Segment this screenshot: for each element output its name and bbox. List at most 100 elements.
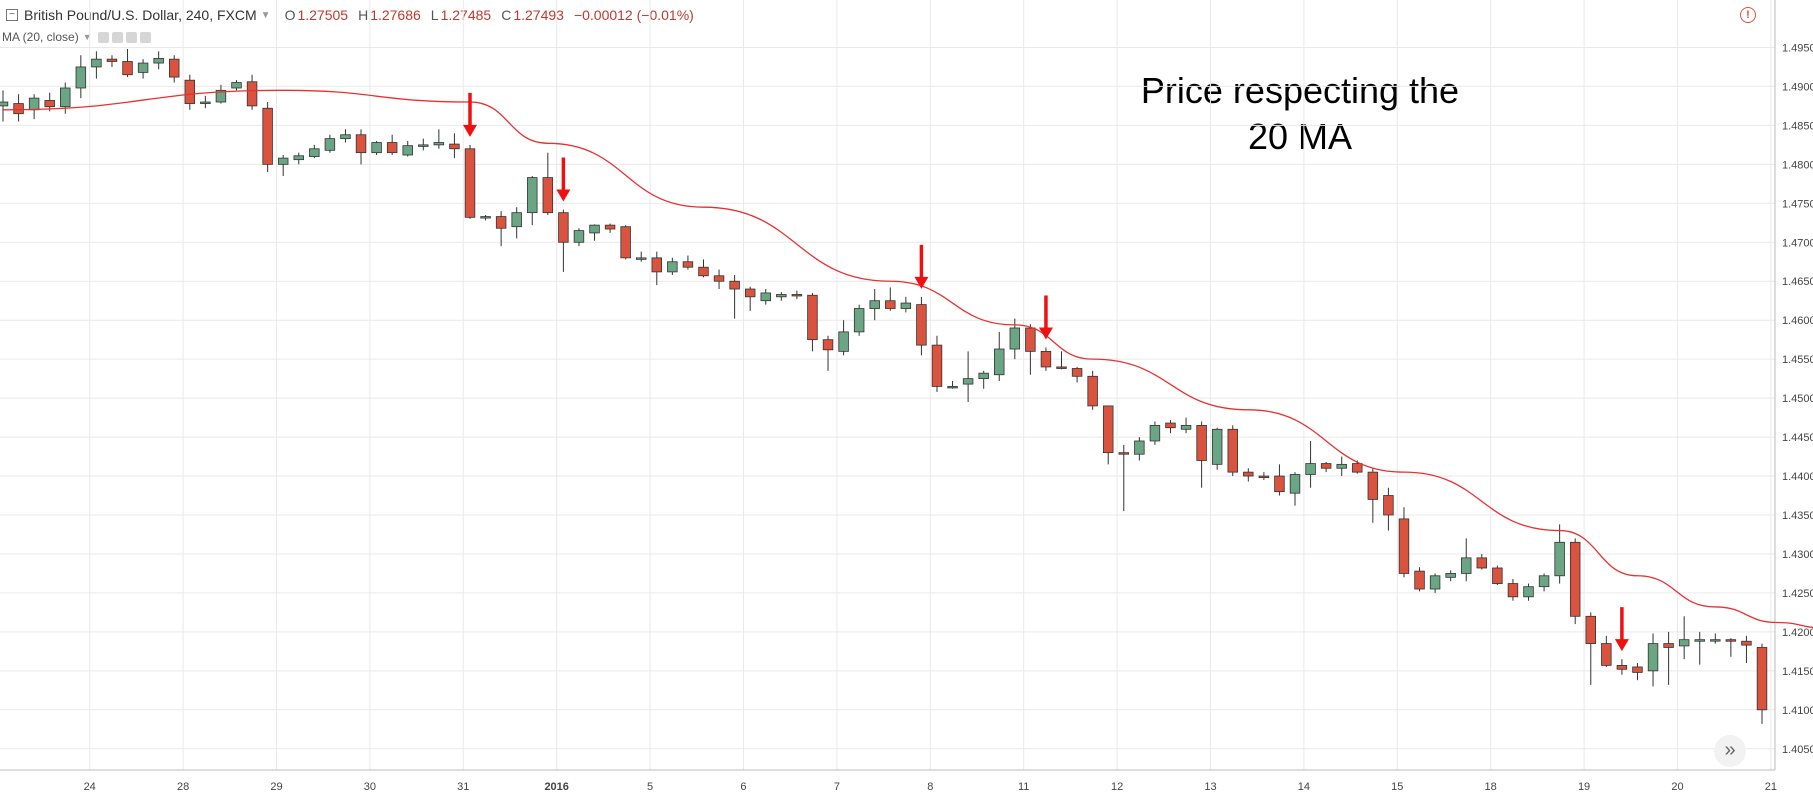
candle-bear [355, 134, 367, 154]
candle-bull [309, 148, 320, 157]
candle-bear [1320, 463, 1332, 469]
candle-bear [1414, 570, 1425, 590]
y-tick-label: 1.47500 [1782, 198, 1813, 210]
y-tick-label: 1.49500 [1782, 42, 1813, 54]
candle-bull [28, 97, 40, 111]
indicator-legend[interactable]: MA (20, close) ▼ [2, 30, 154, 44]
candle-bull [480, 216, 491, 219]
candle-bull [1009, 327, 1021, 350]
candle-bear [1616, 664, 1628, 670]
close-icon[interactable] [125, 31, 137, 43]
candle-bull [340, 134, 351, 140]
signal-arrow-head [1614, 639, 1629, 652]
ohlc-low: L 1.27485 [430, 7, 492, 23]
y-tick-label: 1.45000 [1782, 393, 1813, 405]
candle-bull [760, 292, 771, 302]
signal-arrow-head [556, 189, 571, 202]
candle-bull [776, 294, 787, 298]
candle-bull [1647, 643, 1659, 672]
y-tick-label: 1.47000 [1782, 237, 1813, 249]
candle-bull [324, 138, 336, 151]
signal-arrow-head [1038, 327, 1053, 340]
candle-bull [200, 101, 211, 104]
candle-bull [433, 142, 445, 146]
x-tick-label: 8 [927, 781, 933, 793]
candle-bear [1476, 557, 1488, 569]
y-tick-label: 1.46000 [1782, 315, 1813, 327]
candle-bear [106, 58, 118, 62]
candle-bull [962, 378, 974, 385]
x-tick-label: 20 [1671, 781, 1683, 793]
candle-bear [1025, 327, 1036, 352]
candle-bull [402, 145, 413, 156]
y-tick-label: 1.43500 [1782, 510, 1813, 522]
gear-icon[interactable] [111, 31, 123, 43]
x-tick-label: 14 [1298, 781, 1310, 793]
ohlc-change: −0.00012 (−0.01%) [573, 7, 694, 23]
candle-bear [1507, 583, 1519, 598]
candle-bear [885, 300, 896, 309]
y-tick-label: 1.42500 [1782, 588, 1813, 600]
candle-bull [947, 386, 958, 389]
candle-bear [122, 61, 133, 76]
x-tick-label: 5 [647, 781, 653, 793]
scroll-to-realtime-button[interactable]: » [1714, 735, 1746, 767]
candle-bull [277, 157, 289, 165]
candle-bull [994, 348, 1005, 376]
candle-bear [1383, 495, 1394, 516]
ohlc-close: C 1.27493 [501, 7, 564, 23]
candle-bull [137, 62, 149, 73]
warning-icon[interactable]: ! [1740, 7, 1756, 23]
indicator-label[interactable]: MA (20, close) [2, 30, 79, 44]
x-tick-label: 2016 [544, 781, 568, 793]
candle-bull [1554, 541, 1565, 577]
candle-bear [1258, 475, 1270, 478]
candle-bear [729, 280, 740, 290]
candle-bear [386, 142, 398, 154]
signal-arrow-head [914, 276, 929, 289]
ohlc-high: H 1.27686 [358, 7, 421, 23]
candle-bull [635, 257, 647, 260]
candle-bull [1149, 424, 1161, 442]
candle-bear [1196, 424, 1207, 461]
more-icon[interactable] [139, 31, 151, 43]
candle-bull [978, 372, 989, 380]
candle-bull [1336, 463, 1347, 469]
candle-bear [1102, 405, 1114, 454]
candle-bear [1165, 422, 1176, 429]
candle-bear [1040, 350, 1052, 368]
candle-bear [620, 226, 631, 259]
chevron-down-icon[interactable]: ▼ [260, 9, 271, 21]
x-tick-label: 30 [364, 781, 376, 793]
symbol-title[interactable]: British Pound/U.S. Dollar, 240, FXCM [24, 7, 257, 23]
candle-bear [1274, 475, 1285, 493]
candle-bull [573, 230, 585, 243]
candle-bull [1678, 639, 1690, 647]
candle-bear [542, 177, 554, 214]
candle-bull [1211, 428, 1223, 465]
annotation-line-1: Price respecting the [1140, 70, 1460, 111]
x-tick-label: 21 [1765, 781, 1777, 793]
collapse-icon[interactable]: − [6, 9, 18, 21]
x-tick-label: 11 [1018, 781, 1029, 793]
candle-bear [1398, 518, 1410, 574]
candle-bear [1756, 647, 1768, 711]
candle-bear [449, 143, 460, 150]
candle-bear [791, 294, 803, 297]
candle-bear [1601, 643, 1612, 666]
candle-bear [1632, 666, 1643, 673]
candle-bull [1305, 463, 1316, 475]
eye-icon[interactable] [97, 31, 109, 43]
candle-bear [604, 224, 616, 230]
candle-bull [1710, 639, 1721, 642]
chevron-down-icon[interactable]: ▼ [82, 32, 92, 42]
candle-bear [1352, 463, 1363, 473]
candle-bear [1227, 428, 1238, 473]
x-tick-label: 19 [1578, 781, 1590, 793]
indicator-tools[interactable] [97, 31, 154, 43]
candle-bull [527, 177, 538, 214]
candle-bull [589, 224, 600, 234]
annotation-line-2: 20 MA [1247, 116, 1353, 157]
y-tick-label: 1.41000 [1782, 705, 1813, 717]
